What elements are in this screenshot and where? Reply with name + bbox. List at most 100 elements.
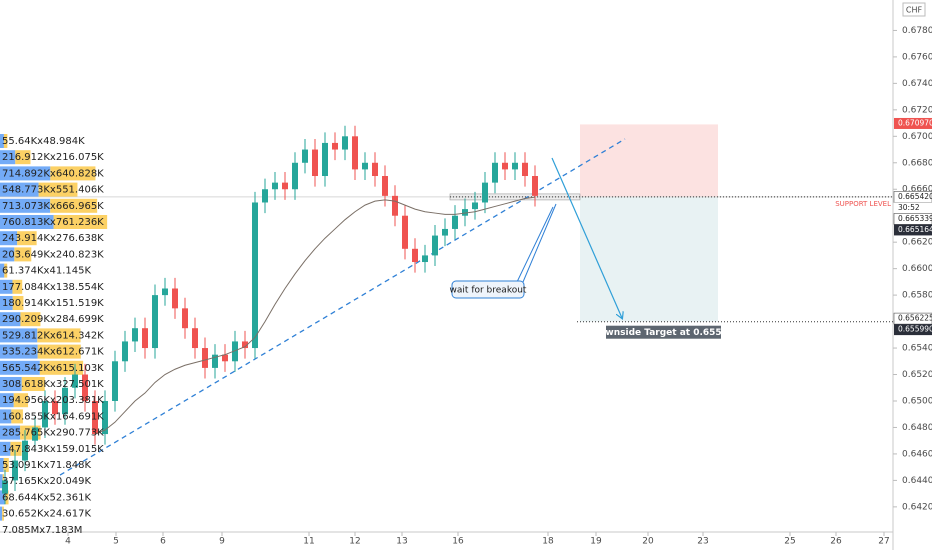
- candle-body: [492, 162, 498, 183]
- profile-sell: [12, 279, 23, 294]
- candle-body: [72, 374, 78, 388]
- candle-body: [82, 374, 88, 401]
- y-tick-label: 0.666000: [902, 185, 932, 195]
- candle-body: [422, 255, 428, 263]
- candle-body: [22, 440, 28, 461]
- price-badge-label: 0.670970: [898, 118, 932, 127]
- y-tick-label: 0.668000: [902, 158, 932, 168]
- candle-body: [442, 228, 448, 236]
- y-tick-label: 0.644000: [902, 476, 932, 486]
- profile-buy: [0, 377, 22, 391]
- candle-body: [172, 288, 178, 309]
- currency: CHF: [906, 6, 923, 15]
- candle-body: [132, 328, 138, 342]
- profile-buy: [0, 441, 11, 456]
- profile-sell: [15, 150, 31, 165]
- profile-sell: [10, 441, 22, 456]
- candle-body: [32, 427, 38, 441]
- profile-label: 714.892Kx640.828K: [2, 168, 104, 179]
- profile-label: 53.091Kx71.848K: [2, 460, 91, 471]
- y-tick-label: 0.646000: [902, 449, 932, 459]
- candle-body: [192, 328, 198, 349]
- candle-body: [242, 341, 248, 349]
- candle-body: [502, 162, 508, 170]
- profile-label: 529.812Kx614.342K: [2, 330, 104, 341]
- candle-body: [352, 136, 358, 170]
- candle-body: [302, 149, 308, 163]
- profile-label: 760.813Kx761.236K: [2, 217, 104, 228]
- candle-body: [342, 136, 348, 150]
- x-tick-label: 25: [784, 537, 795, 547]
- candle-body: [92, 400, 98, 435]
- candle-body: [362, 162, 368, 170]
- x-tick-label: 9: [219, 537, 225, 547]
- x-tick-label: 12: [349, 537, 360, 547]
- trendline: [59, 138, 626, 476]
- target-zone: [580, 197, 718, 322]
- profile-sell: [53, 215, 108, 229]
- profile-label: 285.765Kx290.773K: [2, 428, 104, 439]
- price-badge-label: 0.656225: [898, 314, 932, 323]
- candle-body: [2, 480, 8, 494]
- profile-buy: [0, 312, 21, 327]
- y-tick-label: 0.650000: [902, 396, 932, 406]
- profile-label: 203.649Kx240.823K: [2, 249, 104, 260]
- profile-sell: [20, 312, 41, 327]
- candle-body: [42, 400, 48, 428]
- moving-average: [94, 196, 536, 435]
- x-tick-label: 20: [642, 537, 654, 547]
- y-tick-label: 0.678000: [902, 26, 932, 36]
- y-tick-label: 0.662000: [902, 238, 932, 248]
- x-tick-label: 27: [878, 537, 889, 547]
- candle-body: [532, 176, 538, 196]
- price-badge-label: 30:52: [898, 203, 920, 212]
- profile-total: 7.085Mx7.183M: [2, 525, 82, 536]
- profile-sell: [4, 490, 9, 505]
- y-tick-label: 0.670000: [902, 132, 932, 142]
- profile-label: 308.618Kx327.501K: [2, 379, 104, 390]
- y-tick-label: 0.658000: [902, 291, 932, 301]
- candle-body: [462, 209, 468, 216]
- candle-body: [102, 400, 108, 435]
- profile-sell: [37, 344, 81, 359]
- price-badge: [894, 324, 932, 336]
- candle-body: [292, 162, 298, 190]
- price-badge-label: 0.655990: [898, 325, 932, 334]
- profile-sell: [17, 231, 37, 246]
- profile-buy: [0, 215, 54, 229]
- candle-body: [112, 361, 118, 401]
- profile-buy: [0, 231, 18, 246]
- profile-label: 194.956Kx203.381K: [2, 395, 104, 406]
- profile-buy: [0, 247, 15, 262]
- profile-sell: [37, 328, 81, 343]
- candle-body: [402, 215, 408, 249]
- candle-body: [142, 328, 148, 349]
- price-badge: [894, 202, 932, 214]
- profile-label: 180.914Kx151.519K: [2, 298, 104, 309]
- profile-buy: [0, 490, 5, 505]
- profile-buy: [0, 409, 12, 424]
- price-badge-label: 0.665164: [898, 225, 932, 234]
- profile-label: 160.855Kx164.691K: [2, 411, 104, 422]
- candle-body: [472, 202, 478, 210]
- price-badge: [894, 117, 932, 129]
- x-tick-label: 4: [65, 537, 71, 547]
- candle-body: [322, 142, 328, 177]
- candle-body: [12, 460, 18, 481]
- x-tick-label: 26: [830, 537, 842, 547]
- profile-sell: [4, 263, 8, 278]
- x-tick-label: 23: [697, 537, 708, 547]
- target-label-box: [606, 325, 721, 339]
- profile-buy: [0, 360, 40, 375]
- profile-label: 535.234Kx612.671K: [2, 347, 104, 358]
- profile-buy: [0, 198, 51, 213]
- y-tick-label: 0.672000: [902, 105, 932, 115]
- profile-buy: [0, 425, 21, 440]
- profile-label: 548.773Kx551.406K: [2, 185, 104, 196]
- x-tick-label: 5: [113, 537, 119, 547]
- x-tick-label: 13: [396, 537, 407, 547]
- candle-body: [522, 162, 528, 177]
- profile-buy: [0, 393, 14, 408]
